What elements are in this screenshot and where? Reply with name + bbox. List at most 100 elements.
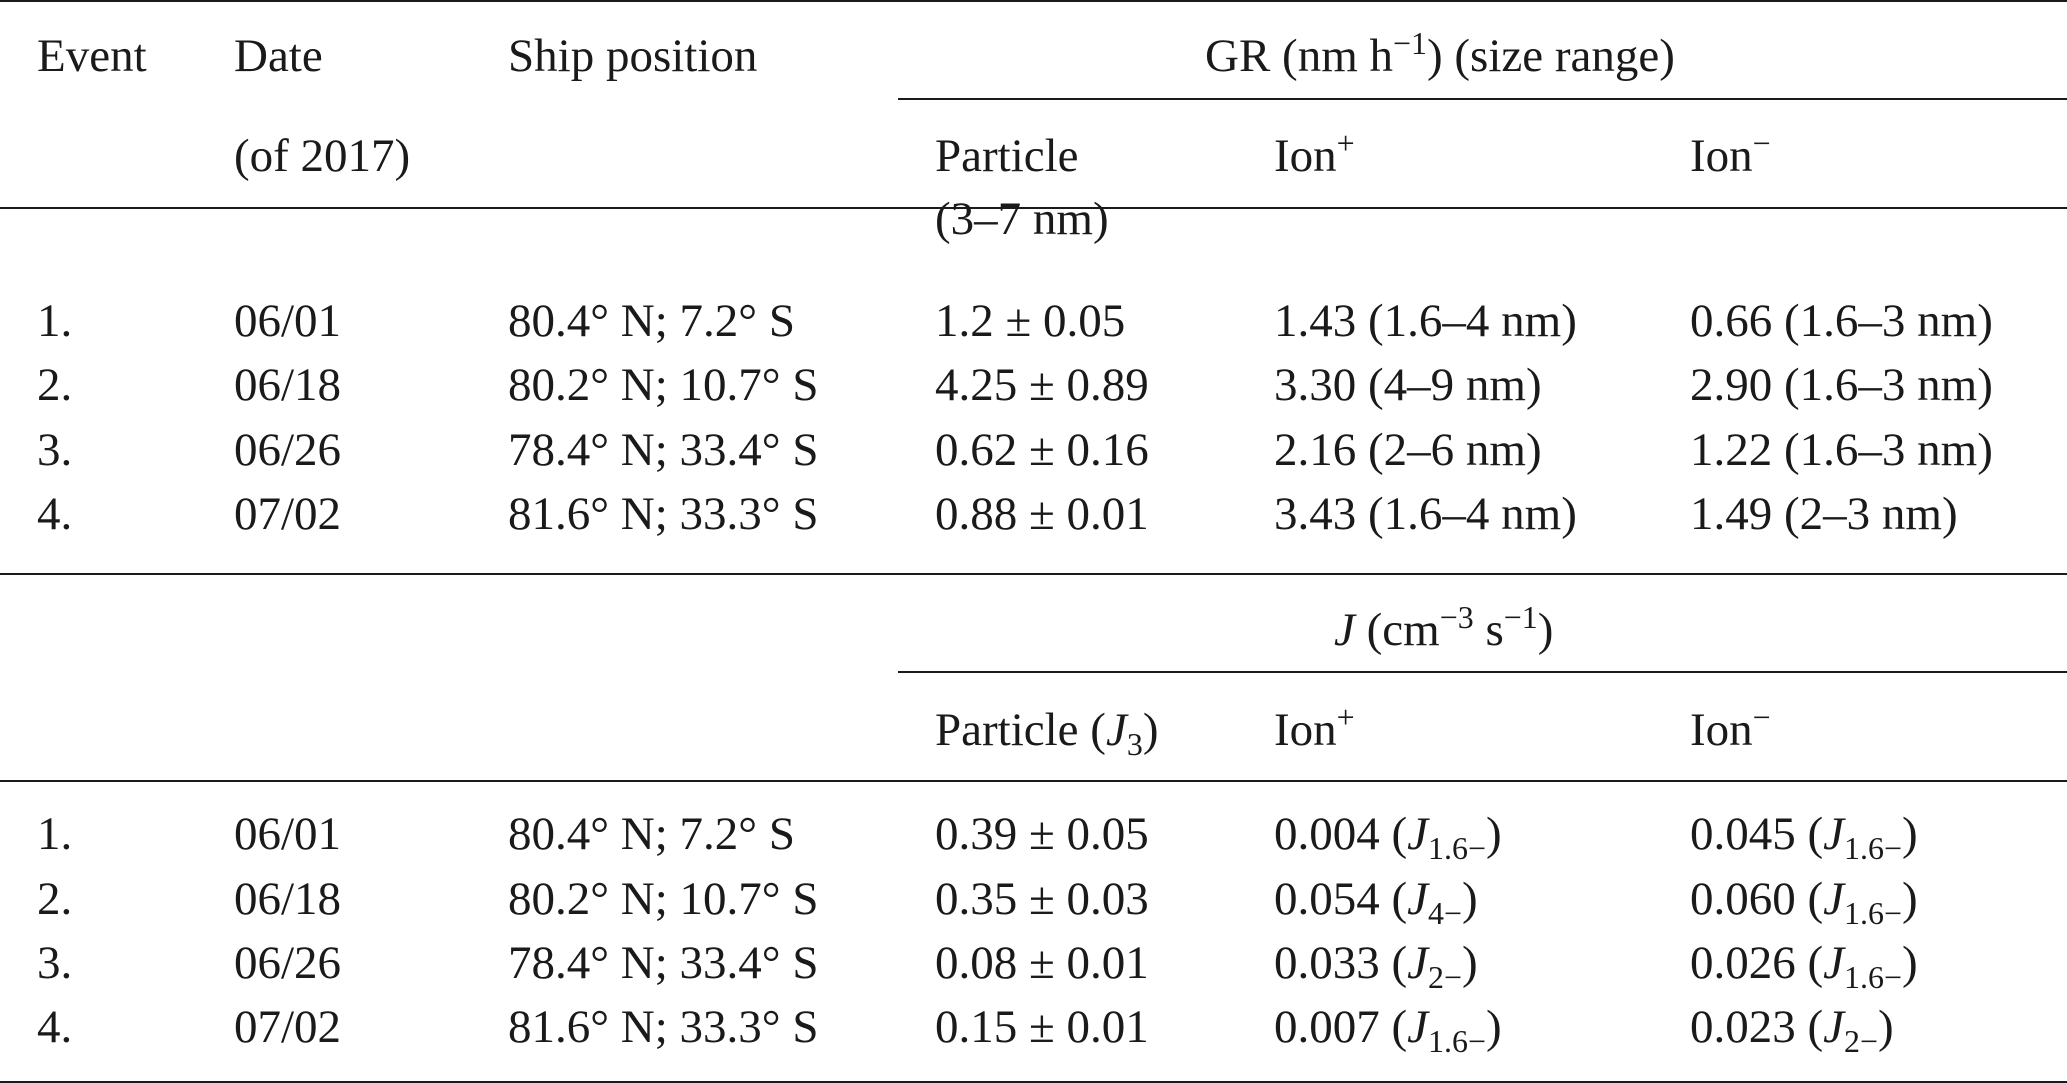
j-cell-ion-pos-value: 0.004 (: [1274, 808, 1408, 860]
j-cell-ion-pos-subscript: 1.6−: [1428, 1024, 1486, 1060]
j-cell-ion-neg: 0.026 (J1.6−): [1690, 937, 1918, 994]
j-cell-ion-pos-j-symbol: J: [1407, 808, 1429, 860]
section-divider-rule: [0, 573, 2067, 575]
gr-cell-particle: 0.62 ± 0.16: [935, 424, 1149, 476]
gr-cell-position: 81.6° N; 33.3° S: [508, 488, 819, 540]
col-header-j-ion-pos: Ion+: [1274, 700, 1355, 756]
j-cell-ion-neg-j-symbol: J: [1823, 873, 1845, 925]
col-header-particle: Particle: [935, 130, 1079, 182]
j-cell-date: 06/26: [234, 937, 342, 989]
j-cell-ion-neg: 0.023 (J2−): [1690, 1001, 1894, 1058]
j-cell-event: 1.: [37, 808, 73, 860]
j-cell-ion-neg-close-paren: ): [1902, 808, 1918, 860]
gr-cell-particle: 0.88 ± 0.01: [935, 488, 1149, 540]
j-cell-ion-neg-j-symbol: J: [1823, 808, 1845, 860]
j-cell-ion-pos-close-paren: ): [1486, 1001, 1502, 1053]
j-cell-ion-pos: 0.033 (J2−): [1274, 937, 1478, 994]
gr-cell-ion-pos: 3.30 (4–9 nm): [1274, 359, 1542, 411]
j-cell-particle: 0.35 ± 0.03: [935, 873, 1149, 925]
j-cell-ion-neg-subscript: 1.6−: [1844, 960, 1902, 996]
col-header-date: Date: [234, 30, 323, 82]
gr-cell-date: 06/01: [234, 295, 342, 347]
j-cell-ion-pos-close-paren: ): [1462, 873, 1478, 925]
gr-cell-event: 2.: [37, 359, 73, 411]
gr-cell-position: 78.4° N; 33.4° S: [508, 424, 819, 476]
col-header-ion-neg: Ion−: [1690, 126, 1771, 182]
j-cell-ion-neg-subscript: 1.6−: [1844, 831, 1902, 867]
j-cell-ion-neg-value: 0.045 (: [1690, 808, 1824, 860]
gr-cell-event: 4.: [37, 488, 73, 540]
j-cell-ion-pos-value: 0.033 (: [1274, 937, 1408, 989]
j-cell-ion-pos-close-paren: ): [1486, 808, 1502, 860]
gr-cell-date: 06/18: [234, 359, 342, 411]
j-cell-date: 07/02: [234, 1001, 342, 1053]
gr-cell-ion-neg: 0.66 (1.6–3 nm): [1690, 295, 1993, 347]
j-group-title: J (cm−3 s−1): [1334, 600, 1554, 656]
j-cell-particle: 0.15 ± 0.01: [935, 1001, 1149, 1053]
gr-cell-ion-pos: 2.16 (2–6 nm): [1274, 424, 1542, 476]
j-cell-particle: 0.39 ± 0.05: [935, 808, 1149, 860]
j-cell-ion-neg-value: 0.060 (: [1690, 873, 1824, 925]
col-header-ion-pos: Ion+: [1274, 126, 1355, 182]
j-cell-ion-neg-value: 0.023 (: [1690, 1001, 1824, 1053]
gr-cell-event: 3.: [37, 424, 73, 476]
j-cell-particle: 0.08 ± 0.01: [935, 937, 1149, 989]
j-cell-date: 06/18: [234, 873, 342, 925]
gr-cell-event: 1.: [37, 295, 73, 347]
j-cell-event: 2.: [37, 873, 73, 925]
j-cell-ion-neg-close-paren: ): [1878, 1001, 1894, 1053]
j-cell-ion-neg-value: 0.026 (: [1690, 937, 1824, 989]
bottom-rule: [0, 1081, 2067, 1083]
j-cell-ion-pos-subscript: 2−: [1428, 960, 1463, 996]
j-cell-ion-neg-close-paren: ): [1902, 937, 1918, 989]
j-header-bottom-rule: [0, 780, 2067, 782]
j-cell-ion-pos-subscript: 1.6−: [1428, 831, 1486, 867]
j-cell-ion-neg-j-symbol: J: [1823, 937, 1845, 989]
j-cell-ion-neg-close-paren: ): [1902, 873, 1918, 925]
j-cell-position: 81.6° N; 33.3° S: [508, 1001, 819, 1053]
top-rule: [0, 0, 2067, 2]
j-cell-ion-pos-value: 0.054 (: [1274, 873, 1408, 925]
j-cell-position: 80.2° N; 10.7° S: [508, 873, 819, 925]
j-cell-date: 06/01: [234, 808, 342, 860]
j-cell-ion-neg: 0.060 (J1.6−): [1690, 873, 1918, 930]
j-cell-ion-pos-j-symbol: J: [1407, 937, 1429, 989]
j-cell-ion-neg: 0.045 (J1.6−): [1690, 808, 1918, 865]
j-cell-event: 3.: [37, 937, 73, 989]
j-cell-position: 80.4° N; 7.2° S: [508, 808, 795, 860]
j-cell-ion-pos-j-symbol: J: [1407, 1001, 1429, 1053]
col-header-j-ion-neg: Ion−: [1690, 700, 1771, 756]
header-bottom-rule: [0, 207, 2067, 209]
gr-cell-position: 80.2° N; 10.7° S: [508, 359, 819, 411]
j-cell-ion-pos-subscript: 4−: [1428, 896, 1463, 932]
gr-cell-ion-pos: 3.43 (1.6–4 nm): [1274, 488, 1577, 540]
j-cell-ion-neg-j-symbol: J: [1823, 1001, 1845, 1053]
j-cell-ion-pos-close-paren: ): [1462, 937, 1478, 989]
j-cell-ion-pos-value: 0.007 (: [1274, 1001, 1408, 1053]
col-header-event: Event: [37, 30, 147, 82]
j-cell-ion-neg-subscript: 2−: [1844, 1024, 1879, 1060]
j-cell-ion-pos: 0.004 (J1.6−): [1274, 808, 1502, 865]
gr-group-title: GR (nm h−1) (size range): [1205, 26, 1675, 82]
gr-cell-ion-neg: 2.90 (1.6–3 nm): [1690, 359, 1993, 411]
gr-group-rule: [898, 98, 2067, 100]
col-header-date-sub: (of 2017): [234, 130, 411, 182]
j-cell-ion-neg-subscript: 1.6−: [1844, 896, 1902, 932]
gr-cell-date: 07/02: [234, 488, 342, 540]
j-cell-ion-pos: 0.054 (J4−): [1274, 873, 1478, 930]
j-cell-ion-pos: 0.007 (J1.6−): [1274, 1001, 1502, 1058]
col-header-particle-range: (3–7 nm): [935, 193, 1109, 245]
gr-cell-position: 80.4° N; 7.2° S: [508, 295, 795, 347]
gr-cell-particle: 1.2 ± 0.05: [935, 295, 1126, 347]
col-header-ship-position: Ship position: [508, 30, 758, 82]
col-header-particle-j3: Particle (J3): [935, 704, 1159, 763]
gr-cell-ion-pos: 1.43 (1.6–4 nm): [1274, 295, 1577, 347]
gr-cell-ion-neg: 1.49 (2–3 nm): [1690, 488, 1958, 540]
j-cell-position: 78.4° N; 33.4° S: [508, 937, 819, 989]
j-group-rule: [898, 671, 2067, 673]
j-cell-event: 4.: [37, 1001, 73, 1053]
j-cell-ion-pos-j-symbol: J: [1407, 873, 1429, 925]
gr-cell-particle: 4.25 ± 0.89: [935, 359, 1149, 411]
gr-cell-ion-neg: 1.22 (1.6–3 nm): [1690, 424, 1993, 476]
gr-cell-date: 06/26: [234, 424, 342, 476]
